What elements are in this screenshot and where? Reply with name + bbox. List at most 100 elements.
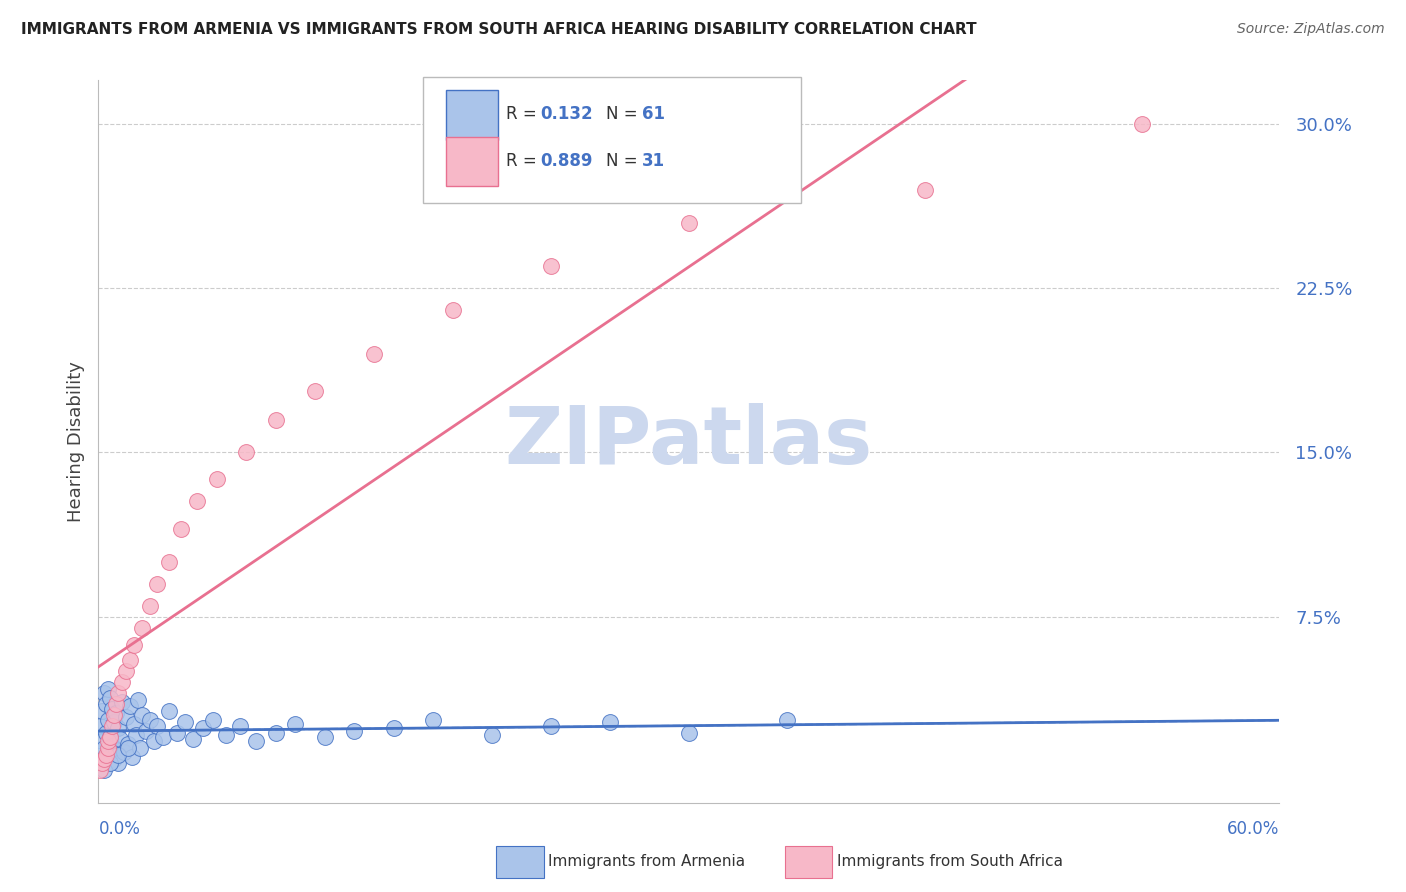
Point (146, 719, 169, 733)
Point (314, 730, 336, 744)
Point (235, 445, 257, 459)
Point (170, 522, 193, 536)
Point (146, 577, 169, 591)
Point (101, 701, 124, 715)
Point (128, 741, 150, 756)
Text: 0.132: 0.132 (540, 105, 593, 123)
Point (91, 704, 114, 718)
Point (343, 723, 366, 738)
Point (215, 728, 238, 742)
Point (678, 216, 700, 230)
Point (181, 732, 204, 747)
Point (105, 698, 128, 712)
Point (186, 493, 208, 508)
Text: N =: N = (606, 105, 643, 123)
Point (245, 734, 267, 748)
Point (115, 665, 138, 679)
Point (122, 717, 145, 731)
Point (96, 747, 118, 762)
Point (93, 763, 115, 777)
Point (122, 638, 145, 652)
Point (540, 719, 562, 733)
Point (166, 725, 188, 739)
Point (103, 714, 125, 729)
Point (540, 260, 562, 274)
Point (97, 681, 120, 696)
Point (121, 749, 143, 764)
Point (304, 384, 326, 399)
Point (103, 752, 125, 766)
Point (229, 719, 252, 733)
Point (142, 734, 165, 748)
Point (117, 737, 139, 751)
Point (422, 713, 444, 727)
Point (91, 734, 114, 748)
Point (112, 746, 135, 760)
Point (914, 183, 936, 197)
FancyBboxPatch shape (423, 77, 801, 203)
Point (115, 710, 138, 724)
Point (284, 717, 307, 731)
Point (205, 472, 228, 486)
Point (105, 706, 128, 720)
Point (97, 713, 120, 727)
Point (98, 690, 121, 705)
Point (89, 763, 111, 777)
Point (131, 621, 153, 635)
Point (363, 347, 385, 361)
Point (1130, 117, 1153, 131)
Point (97, 741, 120, 756)
Text: R =: R = (506, 153, 541, 170)
Point (96, 698, 118, 712)
Text: 0.0%: 0.0% (98, 821, 141, 838)
Text: Source: ZipAtlas.com: Source: ZipAtlas.com (1237, 22, 1385, 37)
Point (91, 756, 114, 771)
Point (111, 675, 134, 690)
Point (103, 708, 125, 723)
Point (382, 722, 405, 736)
FancyBboxPatch shape (446, 136, 498, 186)
FancyBboxPatch shape (446, 90, 498, 139)
Point (201, 713, 224, 727)
Point (152, 730, 174, 744)
Point (678, 725, 700, 739)
Point (776, 713, 799, 727)
Point (89, 719, 111, 733)
Point (138, 599, 160, 613)
Point (191, 722, 214, 736)
Point (138, 713, 160, 727)
Point (111, 695, 134, 709)
Text: Immigrants from Armenia: Immigrants from Armenia (548, 855, 745, 869)
Point (157, 555, 180, 569)
Point (481, 728, 503, 742)
Point (107, 722, 129, 736)
Text: 61: 61 (641, 105, 665, 123)
Point (98, 756, 121, 771)
Text: N =: N = (606, 153, 643, 170)
Point (97, 747, 120, 762)
Text: 0.889: 0.889 (540, 153, 592, 170)
Point (441, 303, 464, 318)
Point (127, 693, 149, 707)
Text: IMMIGRANTS FROM ARMENIA VS IMMIGRANTS FROM SOUTH AFRICA HEARING DISABILITY CORRE: IMMIGRANTS FROM ARMENIA VS IMMIGRANTS FR… (21, 22, 977, 37)
Point (105, 743, 128, 757)
Point (97, 734, 120, 748)
Text: 31: 31 (641, 153, 665, 170)
Text: 60.0%: 60.0% (1227, 821, 1279, 838)
Point (131, 708, 153, 723)
Point (107, 756, 129, 771)
Point (174, 714, 197, 729)
Text: ZIPatlas: ZIPatlas (505, 402, 873, 481)
Point (98, 730, 121, 744)
Y-axis label: Hearing Disability: Hearing Disability (66, 361, 84, 522)
Point (98, 730, 121, 744)
Point (107, 686, 129, 700)
Point (135, 723, 157, 738)
Point (101, 739, 124, 753)
Text: R =: R = (506, 105, 541, 123)
Point (118, 653, 141, 667)
Point (101, 719, 124, 733)
Point (118, 699, 141, 714)
Point (93, 741, 115, 756)
Text: Immigrants from South Africa: Immigrants from South Africa (837, 855, 1063, 869)
